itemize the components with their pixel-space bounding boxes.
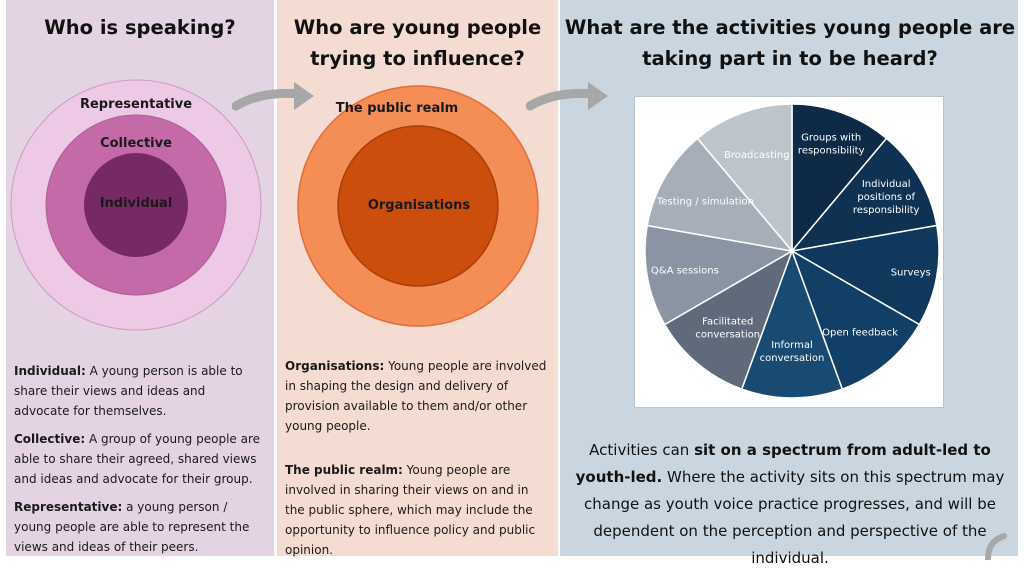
definition-representative: Representative: a young person / young p…: [14, 500, 250, 554]
pie-slice-1: [790, 137, 938, 253]
activities-chart-frame: Groups with responsibility Individual posit…: [634, 96, 944, 408]
public-realm-label: The public realm: [335, 101, 459, 116]
speaker-definitions: Individual: A young person is able to sh…: [14, 361, 262, 565]
representative-label: Representative: [79, 97, 193, 112]
spectrum-summary: Activities can sit on a spectrum from ad…: [575, 441, 1005, 567]
definition-public-realm: The public realm: Young people are invol…: [285, 463, 536, 557]
pie-slice-8: [696, 103, 793, 254]
pie-slice-4: [740, 248, 844, 399]
collective-label: Collective: [100, 136, 172, 151]
pie-label-2: Surveys: [891, 267, 931, 278]
arrow-right-icon: [232, 82, 314, 111]
panel1-title: Who is speaking?: [44, 16, 236, 39]
definition-individual: Individual: A young person is able to sh…: [14, 364, 243, 418]
panel3-title: What are the activities young people are…: [564, 16, 1016, 70]
pie-label-5: Facilitated conversation: [695, 317, 760, 341]
organisations-ring: [337, 125, 499, 287]
pie-label-4: Informal conversation: [760, 340, 825, 364]
pie-label-0: Groups with responsibility: [798, 132, 865, 156]
speaker-rings: [10, 79, 262, 331]
pie-label-8: Broadcasting: [724, 150, 790, 161]
definition-collective: Collective: A group of young people are …: [14, 432, 261, 486]
pie-slice-0: [791, 103, 888, 254]
curved-arrow-icon: [985, 533, 1007, 560]
organisations-label: Organisations: [367, 198, 471, 213]
pie-slice-7: [646, 137, 794, 253]
panel2-title: Who are young people trying to influence…: [293, 16, 542, 70]
definition-organisations: Organisations: Young people are involved…: [285, 359, 547, 433]
pie-label-7: Testing / simulation: [656, 197, 754, 208]
pie-label-1: Individual positions of responsibility: [853, 179, 920, 216]
arrow-right-icon: [526, 82, 608, 111]
individual-label: Individual: [99, 196, 173, 211]
pie-label-6: Q&A sessions: [651, 265, 719, 276]
influence-rings: [297, 85, 539, 327]
individual-ring: [84, 153, 188, 257]
pie-label-3: Open feedback: [822, 328, 898, 339]
pie-slice-5: [663, 249, 794, 391]
activities-pie-chart: Groups with responsibility Individual posit…: [644, 103, 940, 399]
pie-slice-3: [790, 249, 921, 391]
pie-slice-6: [644, 224, 795, 326]
pie-slice-2: [789, 224, 940, 326]
influence-definitions: Organisations: Young people are involved…: [285, 356, 551, 568]
